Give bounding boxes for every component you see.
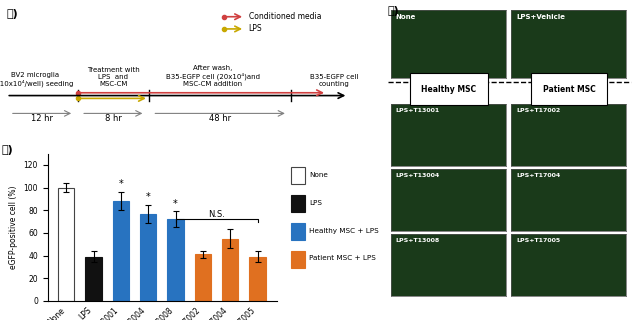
Bar [291,167,305,184]
Text: 다): 다) [2,145,13,155]
Bar [195,254,211,301]
Text: *: * [173,198,178,209]
Bar [291,223,305,240]
Bar [222,238,238,301]
Text: Conditioned media: Conditioned media [249,12,321,21]
Text: LPS+T13004: LPS+T13004 [396,173,440,178]
Text: N.S.: N.S. [208,210,225,219]
Text: After wash,
B35-EGFP cell (20x10⁴)and
MSC-CM addition: After wash, B35-EGFP cell (20x10⁴)and MS… [166,65,260,87]
Text: None: None [396,14,416,20]
Text: LPS+Vehicle: LPS+Vehicle [516,14,565,20]
Bar [167,219,184,301]
Text: *: * [146,192,151,202]
Text: Patient MSC: Patient MSC [543,85,595,94]
Bar [291,195,305,212]
Text: *: * [118,179,123,189]
Text: 가): 가) [6,9,18,19]
Text: LPS: LPS [309,200,322,205]
Bar [113,201,129,301]
Text: 8 hr: 8 hr [105,114,121,124]
Y-axis label: eGFP-positive cell (%): eGFP-positive cell (%) [9,186,18,269]
Text: Healthy MSC: Healthy MSC [421,85,476,94]
Text: B35-EGFP cell
counting: B35-EGFP cell counting [310,74,358,87]
Text: Healthy MSC + LPS: Healthy MSC + LPS [309,228,378,234]
Bar [85,257,102,301]
Text: LPS+T17002: LPS+T17002 [516,108,560,113]
Bar [249,257,266,301]
Text: Treatment with
LPS  and
MSC-CM: Treatment with LPS and MSC-CM [87,67,139,87]
Bar [140,214,156,301]
Bar [58,188,74,301]
Text: 48 hr: 48 hr [209,114,231,124]
Text: 나): 나) [388,6,399,16]
Text: LPS+T13008: LPS+T13008 [396,238,440,243]
Text: Patient MSC + LPS: Patient MSC + LPS [309,255,376,261]
Text: 12 hr: 12 hr [31,114,53,124]
Text: LPS+T17005: LPS+T17005 [516,238,560,243]
Bar [291,251,305,268]
Text: BV2 microglia
(10x10⁴/well) seeding: BV2 microglia (10x10⁴/well) seeding [0,72,73,87]
Text: LPS: LPS [249,24,262,33]
Text: None: None [309,172,328,178]
Text: LPS+T13001: LPS+T13001 [396,108,440,113]
Text: LPS+T17004: LPS+T17004 [516,173,560,178]
